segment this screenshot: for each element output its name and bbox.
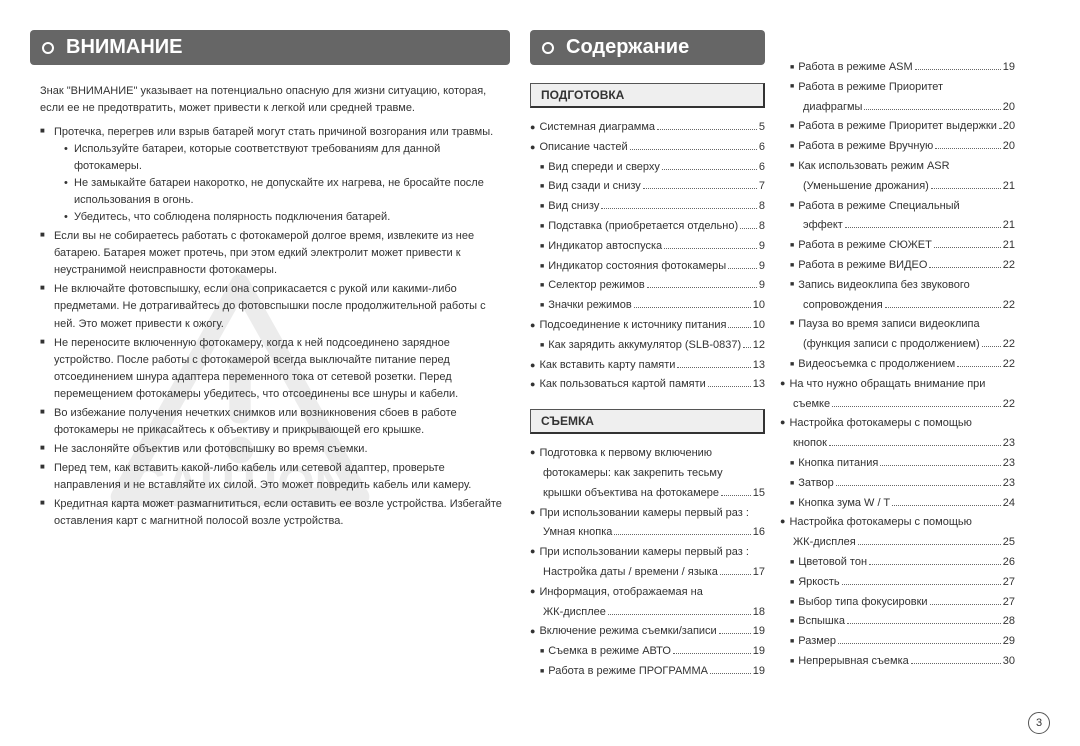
toc-item: Кнопка питания23: [780, 454, 1015, 474]
toc-item: Подставка (приобретается отдельно)8: [530, 217, 765, 237]
toc-item: Съемка в режиме АВТО19: [530, 642, 765, 662]
toc-item: Как вставить карту памяти13: [530, 356, 765, 376]
toc-item: Описание частей6: [530, 138, 765, 158]
contents-section: Содержание ПОДГОТОВКА Системная диаграмма…: [530, 30, 1050, 696]
warning-item: Не переносите включенную фотокамеру, ког…: [40, 335, 510, 403]
toc-item: Работа в режиме Вручную20: [780, 137, 1015, 157]
warning-item: Если вы не собираетесь работать с фотока…: [40, 228, 510, 279]
warning-item: Не включайте фотовспышку, если она сопри…: [40, 281, 510, 332]
bullet-icon: [42, 42, 54, 54]
warning-list: Протечка, перегрев или взрыв батарей мог…: [30, 124, 510, 530]
toc-item: Вид спереди и сверху6: [530, 158, 765, 178]
toc-item: Пауза во время записи видеоклипа(функция…: [780, 315, 1015, 355]
toc-item: Работа в режиме ПРОГРАММА19: [530, 662, 765, 682]
toc-item: Видеосъемка с продолжением22: [780, 355, 1015, 375]
toc-item: Работа в режиме Специальныйэффект21: [780, 197, 1015, 237]
contents-heading-text: Содержание: [566, 36, 689, 58]
toc-subheading: ПОДГОТОВКА: [530, 83, 765, 108]
toc-item: Работа в режиме Приоритетдиафрагмы20: [780, 78, 1015, 118]
toc-item: Цветовой тон26: [780, 553, 1015, 573]
toc-item: Работа в режиме Приоритет выдержки20: [780, 117, 1015, 137]
toc-item: На что нужно обращать внимание присъемке…: [780, 375, 1015, 415]
toc-item: При использовании камеры первый раз :Умн…: [530, 504, 765, 544]
toc-item: Как пользоваться картой памяти13: [530, 375, 765, 395]
toc-item: Селектор режимов9: [530, 276, 765, 296]
toc-item: Системная диаграмма5: [530, 118, 765, 138]
toc-item: Вид снизу8: [530, 197, 765, 217]
warning-item: Во избежание получения нечетких снимков …: [40, 405, 510, 439]
warning-intro: Знак "ВНИМАНИЕ" указывает на потенциальн…: [30, 83, 510, 116]
toc-list: Подготовка к первому включениюфотокамеры…: [530, 444, 765, 682]
warning-section: ВНИМАНИЕ Знак "ВНИМАНИЕ" указывает на по…: [30, 30, 510, 696]
toc-item: Настройка фотокамеры с помощьюЖК-дисплея…: [780, 513, 1015, 553]
toc-item: Включение режима съемки/записи19: [530, 622, 765, 642]
toc-item: Вид сзади и снизу7: [530, 177, 765, 197]
toc-list: Работа в режиме ASM19Работа в режиме При…: [780, 58, 1015, 672]
page-number: 3: [1028, 712, 1050, 734]
warning-item: Протечка, перегрев или взрыв батарей мог…: [40, 124, 510, 226]
toc-list: Системная диаграмма5Описание частей6Вид …: [530, 118, 765, 395]
toc-item: Кнопка зума W / T24: [780, 494, 1015, 514]
toc-item: Значки режимов10: [530, 296, 765, 316]
toc-item: Индикатор автоспуска9: [530, 237, 765, 257]
warning-subitem: Убедитесь, что соблюдена полярность подк…: [64, 209, 510, 226]
toc-item: Настройка фотокамеры с помощьюкнопок23: [780, 414, 1015, 454]
warning-heading-text: ВНИМАНИЕ: [66, 36, 183, 58]
toc-item: Запись видеоклипа без звуковогосопровожд…: [780, 276, 1015, 316]
bullet-icon: [542, 42, 554, 54]
toc-item: Размер29: [780, 632, 1015, 652]
toc-item: Подготовка к первому включениюфотокамеры…: [530, 444, 765, 503]
toc-item: Работа в режиме СЮЖЕТ21: [780, 236, 1015, 256]
toc-item: Работа в режиме ASM19: [780, 58, 1015, 78]
toc-item: Выбор типа фокусировки27: [780, 593, 1015, 613]
toc-item: Работа в режиме ВИДЕО22: [780, 256, 1015, 276]
toc-item: Яркость27: [780, 573, 1015, 593]
contents-heading: Содержание: [530, 30, 765, 65]
warning-item: Не заслоняйте объектив или фотовспышку в…: [40, 441, 510, 458]
toc-item: Вспышка28: [780, 612, 1015, 632]
toc-item: Затвор23: [780, 474, 1015, 494]
toc-item: Информация, отображаемая наЖК-дисплее18: [530, 583, 765, 623]
toc-subheading: СЪЕМКА: [530, 409, 765, 434]
toc-item: Как использовать режим ASR(Уменьшение др…: [780, 157, 1015, 197]
warning-heading: ВНИМАНИЕ: [30, 30, 510, 65]
warning-subitem: Используйте батареи, которые соответству…: [64, 141, 510, 175]
toc-item: При использовании камеры первый раз :Нас…: [530, 543, 765, 583]
toc-item: Индикатор состояния фотокамеры9: [530, 257, 765, 277]
warning-subitem: Не замыкайте батареи накоротко, не допус…: [64, 175, 510, 209]
toc-item: Как зарядить аккумулятор (SLB-0837)12: [530, 336, 765, 356]
toc-item: Подсоединение к источнику питания10: [530, 316, 765, 336]
warning-item: Перед тем, как вставить какой-либо кабел…: [40, 460, 510, 494]
warning-item: Кредитная карта может размагнититься, ес…: [40, 496, 510, 530]
toc-item: Непрерывная съемка30: [780, 652, 1015, 672]
